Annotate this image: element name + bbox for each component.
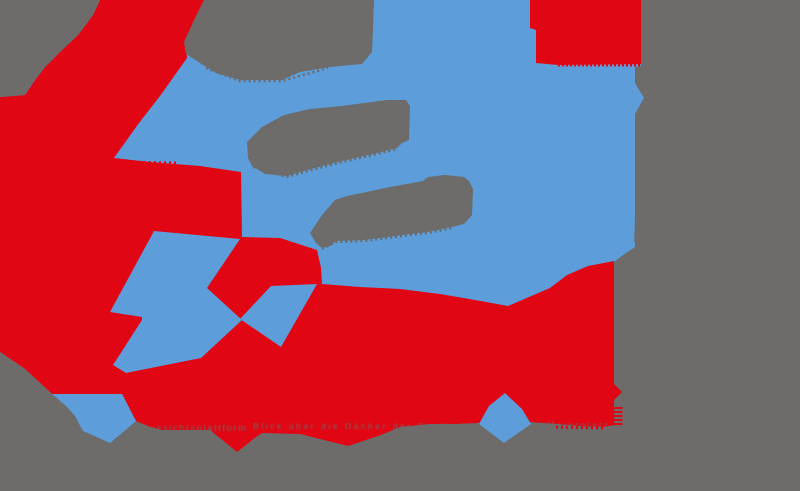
svg-text:Aussichtsplattform: Aussichtsplattform — [142, 423, 246, 434]
svg-text:Blick über die Dächer der Stad: Blick über die Dächer der Stadt — [253, 421, 449, 431]
